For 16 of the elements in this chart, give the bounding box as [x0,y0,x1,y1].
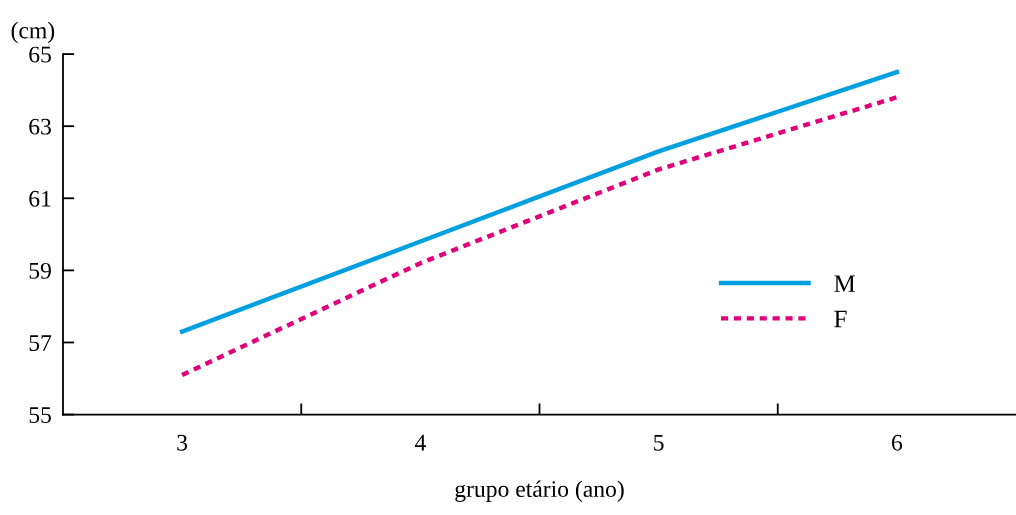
y-tick-label: 61 [29,190,51,207]
legend-label: F [834,310,847,328]
y-tick-label: 55 [29,407,51,423]
y-tick-label: 59 [29,262,51,279]
y-axis-title: (cm) [11,21,55,44]
x-tick-label: 4 [414,434,426,451]
x-tick-label: 6 [891,434,903,451]
x-tick-label: 5 [654,434,664,451]
y-tick-label: 63 [29,118,51,135]
line-series [179,95,900,378]
line-series [179,69,900,334]
y-tick-label: 65 [29,46,51,63]
y-tick-label: 57 [29,335,52,351]
x-tick-label: 3 [177,434,188,451]
legend-label: M [834,275,856,292]
x-axis-title: grupo etário (ano) [455,480,624,502]
